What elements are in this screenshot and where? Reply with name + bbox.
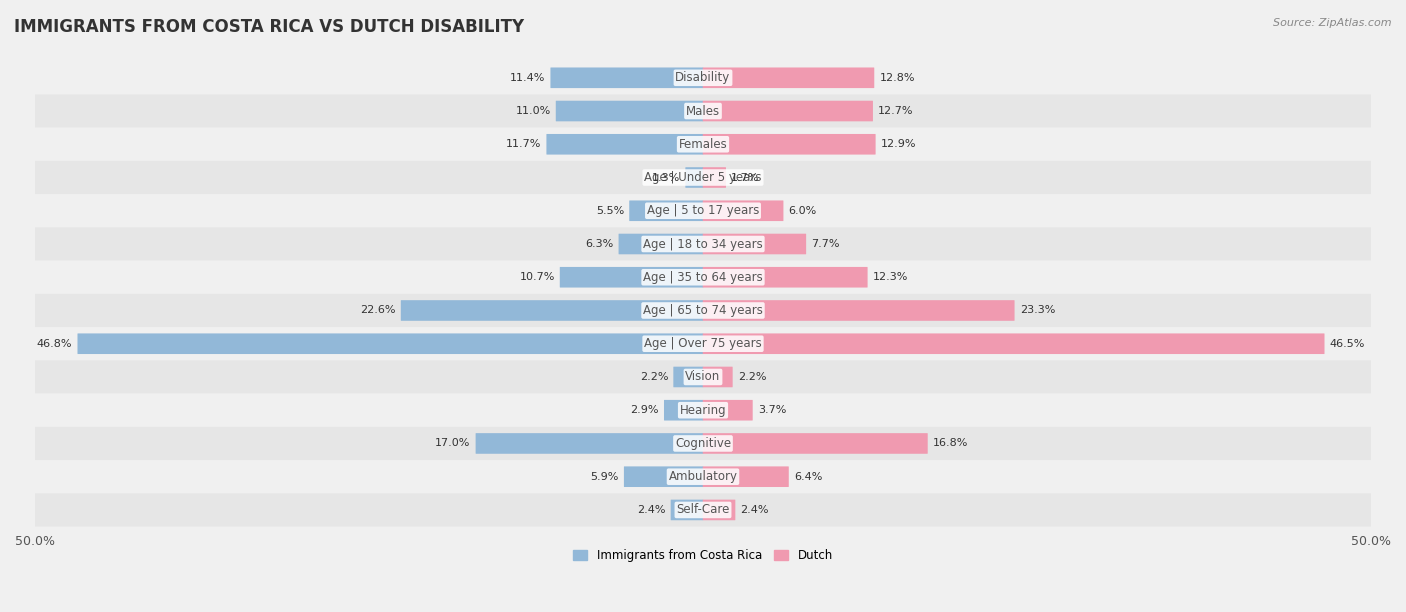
Text: Males: Males [686,105,720,118]
FancyBboxPatch shape [35,394,1371,427]
FancyBboxPatch shape [35,360,1371,394]
FancyBboxPatch shape [401,300,703,321]
FancyBboxPatch shape [35,294,1371,327]
Text: 2.9%: 2.9% [630,405,659,415]
FancyBboxPatch shape [35,261,1371,294]
Text: 2.2%: 2.2% [738,372,766,382]
Text: Source: ZipAtlas.com: Source: ZipAtlas.com [1274,18,1392,28]
Legend: Immigrants from Costa Rica, Dutch: Immigrants from Costa Rica, Dutch [568,544,838,567]
FancyBboxPatch shape [550,67,703,88]
FancyBboxPatch shape [35,427,1371,460]
Text: Age | 18 to 34 years: Age | 18 to 34 years [643,237,763,250]
Text: 46.8%: 46.8% [37,338,72,349]
FancyBboxPatch shape [35,161,1371,194]
Text: Self-Care: Self-Care [676,504,730,517]
Text: 6.0%: 6.0% [789,206,817,216]
Text: 46.5%: 46.5% [1330,338,1365,349]
Text: 3.7%: 3.7% [758,405,786,415]
Text: 5.5%: 5.5% [596,206,624,216]
FancyBboxPatch shape [671,499,703,520]
Text: 2.4%: 2.4% [741,505,769,515]
Text: Ambulatory: Ambulatory [668,470,738,483]
Text: 12.7%: 12.7% [877,106,914,116]
Text: 2.4%: 2.4% [637,505,665,515]
Text: 6.4%: 6.4% [794,472,823,482]
FancyBboxPatch shape [703,201,783,221]
Text: 11.7%: 11.7% [506,140,541,149]
FancyBboxPatch shape [703,499,735,520]
Text: 7.7%: 7.7% [811,239,839,249]
FancyBboxPatch shape [703,101,873,121]
FancyBboxPatch shape [703,466,789,487]
FancyBboxPatch shape [703,367,733,387]
FancyBboxPatch shape [35,61,1371,94]
Text: 10.7%: 10.7% [519,272,555,282]
FancyBboxPatch shape [630,201,703,221]
Text: 22.6%: 22.6% [360,305,395,316]
Text: 23.3%: 23.3% [1019,305,1054,316]
Text: Age | Over 75 years: Age | Over 75 years [644,337,762,350]
Text: Cognitive: Cognitive [675,437,731,450]
Text: 2.2%: 2.2% [640,372,668,382]
FancyBboxPatch shape [35,460,1371,493]
FancyBboxPatch shape [35,94,1371,128]
FancyBboxPatch shape [703,433,928,453]
Text: Age | 65 to 74 years: Age | 65 to 74 years [643,304,763,317]
FancyBboxPatch shape [560,267,703,288]
FancyBboxPatch shape [35,228,1371,261]
FancyBboxPatch shape [35,327,1371,360]
FancyBboxPatch shape [619,234,703,255]
Text: 12.8%: 12.8% [879,73,915,83]
Text: Disability: Disability [675,71,731,84]
FancyBboxPatch shape [475,433,703,453]
Text: 1.3%: 1.3% [652,173,681,182]
FancyBboxPatch shape [703,134,876,155]
Text: Females: Females [679,138,727,151]
Text: 16.8%: 16.8% [932,438,969,449]
FancyBboxPatch shape [624,466,703,487]
FancyBboxPatch shape [77,334,703,354]
FancyBboxPatch shape [703,300,1015,321]
Text: Age | 5 to 17 years: Age | 5 to 17 years [647,204,759,217]
Text: 5.9%: 5.9% [591,472,619,482]
Text: 12.9%: 12.9% [880,140,917,149]
FancyBboxPatch shape [673,367,703,387]
FancyBboxPatch shape [35,194,1371,228]
Text: 11.4%: 11.4% [510,73,546,83]
FancyBboxPatch shape [555,101,703,121]
FancyBboxPatch shape [703,400,752,420]
Text: 6.3%: 6.3% [585,239,613,249]
FancyBboxPatch shape [685,167,703,188]
Text: 1.7%: 1.7% [731,173,759,182]
FancyBboxPatch shape [664,400,703,420]
FancyBboxPatch shape [703,67,875,88]
Text: Vision: Vision [685,370,721,384]
FancyBboxPatch shape [703,334,1324,354]
Text: 17.0%: 17.0% [436,438,471,449]
FancyBboxPatch shape [547,134,703,155]
Text: 11.0%: 11.0% [516,106,551,116]
FancyBboxPatch shape [703,234,806,255]
FancyBboxPatch shape [35,128,1371,161]
Text: Hearing: Hearing [679,404,727,417]
Text: 12.3%: 12.3% [873,272,908,282]
FancyBboxPatch shape [35,493,1371,526]
Text: Age | Under 5 years: Age | Under 5 years [644,171,762,184]
Text: IMMIGRANTS FROM COSTA RICA VS DUTCH DISABILITY: IMMIGRANTS FROM COSTA RICA VS DUTCH DISA… [14,18,524,36]
FancyBboxPatch shape [703,267,868,288]
Text: Age | 35 to 64 years: Age | 35 to 64 years [643,271,763,284]
FancyBboxPatch shape [703,167,725,188]
